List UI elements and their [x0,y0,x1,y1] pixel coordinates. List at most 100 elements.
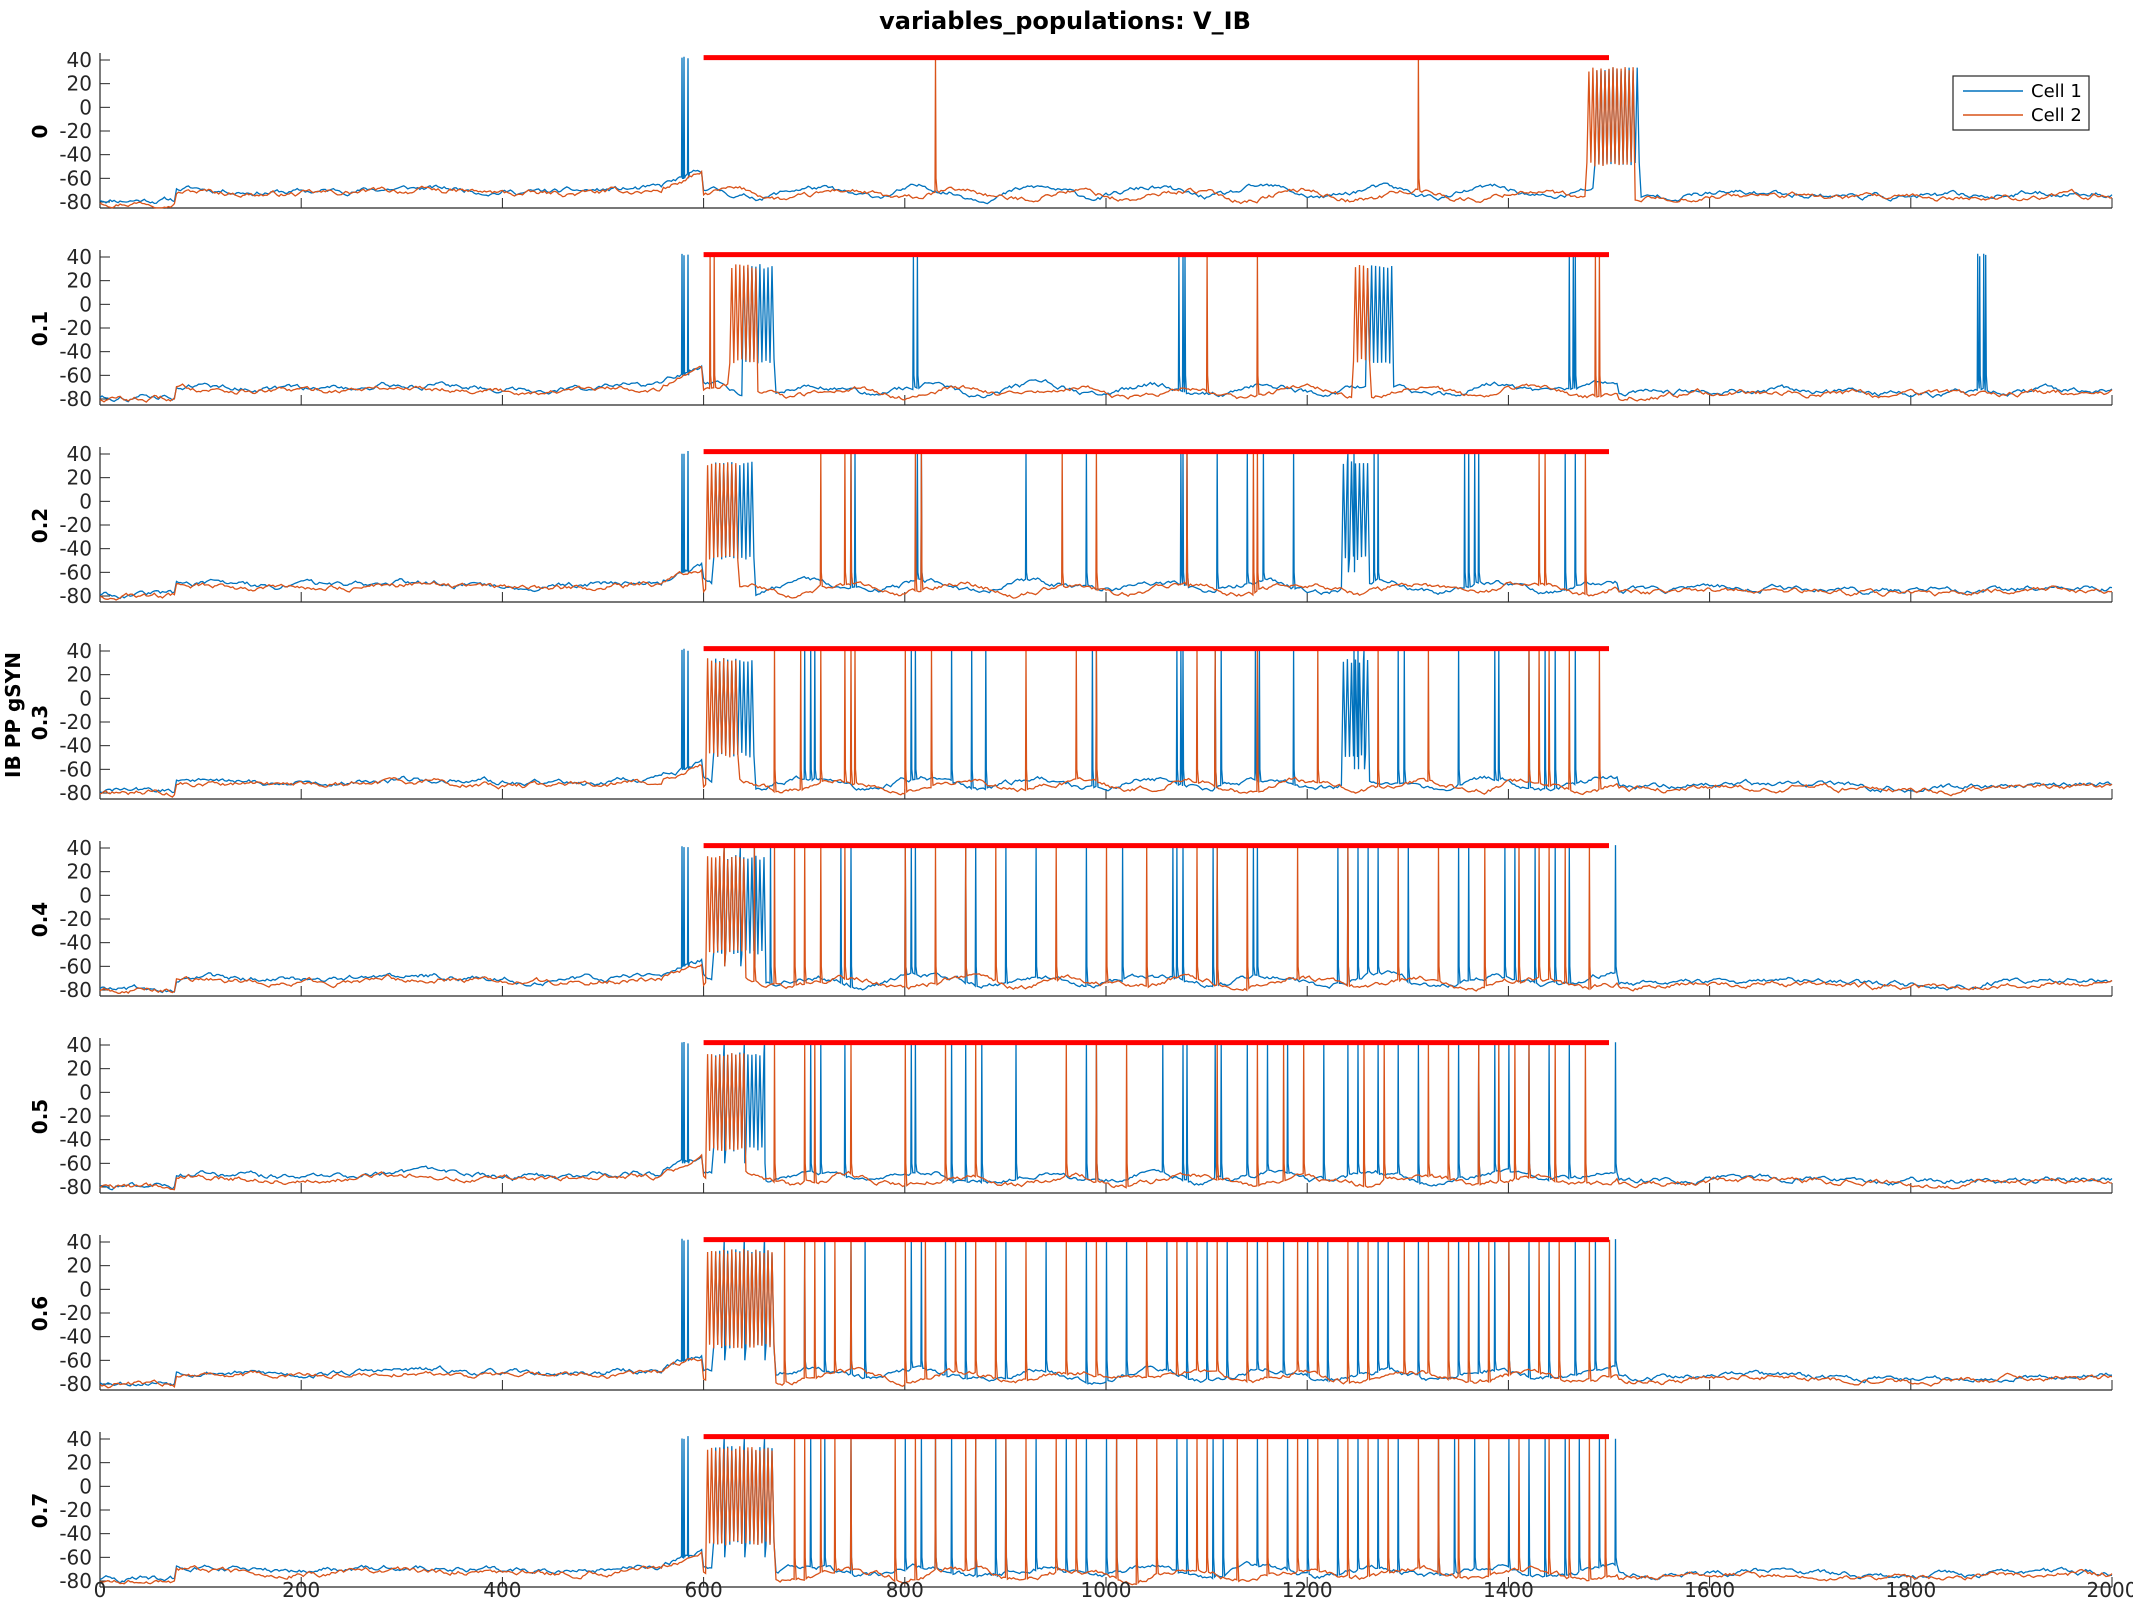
y-tick-label: 40 [67,836,92,860]
y-tick-label: -40 [59,734,92,758]
trace-cell1 [99,1435,2113,1584]
y-tick-label: 40 [67,639,92,663]
y-tick-label: 20 [67,1057,92,1081]
y-tick-label: -80 [59,584,92,608]
x-tick-label: 1000 [1081,1578,1132,1600]
y-tick-label: -60 [59,1545,92,1569]
y-tick-label: -20 [59,1301,92,1325]
y-tick-label: -80 [59,978,92,1002]
trace-cell2 [99,253,2113,403]
y-tick-label: -40 [59,1522,92,1546]
y-tick-label: 0 [79,686,92,710]
trace-cell2 [99,1435,2113,1586]
y-tick-label: -60 [59,757,92,781]
y-tick-label: -40 [59,143,92,167]
panel-label: 0.4 [28,902,52,937]
y-tick-label: 20 [67,466,92,490]
trace-cell2 [99,1238,2113,1389]
panel-label: 0.6 [28,1296,52,1331]
y-tick-label: -20 [59,316,92,340]
y-tick-label: 40 [67,48,92,72]
y-tick-label: 0 [79,95,92,119]
trace-cell2 [99,57,2113,209]
panel-label: 0 [28,125,52,139]
y-tick-label: 0 [79,1080,92,1104]
trace-cell1 [100,1041,2113,1191]
trace-cell2 [99,1041,2113,1191]
y-tick-label: 0 [79,292,92,316]
y-tick-label: -60 [59,1348,92,1372]
y-tick-label: 40 [67,1033,92,1057]
trace-cell1 [99,56,2113,205]
legend-label-cell1: Cell 1 [2031,81,2082,102]
x-axis: 0 200 400 600 800 1000 1200 1400 1600 1800 2000 [94,1578,2133,1600]
trace-cell1 [99,253,2113,403]
legend: Cell 1 Cell 2 [1952,75,2090,131]
y-tick-label: -20 [59,119,92,143]
y-tick-label: -40 [59,931,92,955]
y-tick-label: -60 [59,166,92,190]
y-tick-label: 40 [67,1427,92,1451]
x-tick-label: 1400 [1483,1578,1534,1600]
trace-cell2 [99,647,2113,798]
y-tick-label: -60 [59,560,92,584]
figure-y-label: IB PP gSYN [1,652,25,778]
y-tick-label: -80 [59,1569,92,1593]
y-tick-label: 40 [67,1230,92,1254]
y-tick-label: 0 [79,489,92,513]
trace-cell2 [99,450,2113,601]
panels-group: 40200-20-40-60-80040200-20-40-60-800.140… [28,48,2113,1593]
trace-cell2 [99,844,2113,994]
y-tick-label: 0 [79,1277,92,1301]
y-tick-label: 0 [79,883,92,907]
y-tick-label: 20 [67,72,92,96]
trace-cell1 [99,450,2113,600]
y-tick-label: -60 [59,954,92,978]
y-tick-label: 40 [67,442,92,466]
y-tick-label: -80 [59,190,92,214]
y-tick-label: -20 [59,513,92,537]
x-tick-label: 2000 [2087,1578,2133,1600]
y-tick-label: 20 [67,1451,92,1475]
y-tick-label: -20 [59,710,92,734]
y-tick-label: -40 [59,1128,92,1152]
panel-label: 0.5 [28,1099,52,1134]
y-tick-label: -20 [59,1104,92,1128]
y-tick-label: -80 [59,781,92,805]
y-tick-label: -80 [59,1175,92,1199]
x-tick-label: 600 [685,1578,723,1600]
x-tick-label: 1200 [1282,1578,1333,1600]
y-tick-label: -40 [59,1325,92,1349]
y-tick-label: 0 [79,1474,92,1498]
y-tick-label: 20 [67,860,92,884]
panel-label: 0.2 [28,508,52,543]
x-tick-label: 400 [483,1578,521,1600]
panel-label: 0.7 [28,1493,52,1528]
panel-label: 0.3 [28,705,52,740]
y-tick-label: -80 [59,387,92,411]
legend-label-cell2: Cell 2 [2031,105,2082,126]
trace-cell1 [99,647,2113,794]
x-tick-label: 1800 [1885,1578,1936,1600]
y-tick-label: -80 [59,1372,92,1396]
y-tick-label: 20 [67,663,92,687]
y-tick-label: 20 [67,1254,92,1278]
y-tick-label: -40 [59,340,92,364]
y-tick-label: -60 [59,363,92,387]
panel-label: 0.1 [28,311,52,346]
y-tick-label: 40 [67,245,92,269]
chart-title: variables_populations: V_IB [879,7,1251,35]
x-tick-label: 1600 [1684,1578,1735,1600]
y-tick-label: 20 [67,269,92,293]
x-tick-label: 200 [282,1578,320,1600]
x-tick-label: 800 [886,1578,924,1600]
y-tick-label: -20 [59,907,92,931]
legend-box [1952,75,2090,131]
